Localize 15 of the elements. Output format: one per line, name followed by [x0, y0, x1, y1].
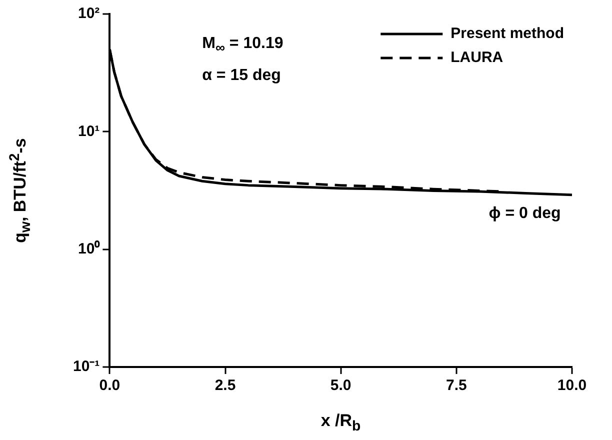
x-tick-label: 2.5	[214, 377, 236, 394]
x-tick-label: 5.0	[330, 377, 352, 394]
x-tick-label: 7.5	[446, 377, 467, 394]
annotation: ϕ = 0 deg	[488, 204, 561, 223]
y-tick-label: 10²	[78, 5, 100, 22]
annotation: M$_{∞}$ = 10.19	[202, 35, 284, 56]
x-tick-label: 10.0	[557, 377, 587, 394]
x-tick-label: 0.0	[99, 377, 120, 394]
y-tick-label: 10⁰	[78, 239, 101, 258]
y-tick-label: 10⁻¹	[72, 358, 100, 376]
legend-label: LAURA	[450, 49, 504, 66]
annotation: α = 15 deg	[202, 66, 281, 85]
x-axis-title: x /R$_{b}$	[320, 411, 361, 434]
legend-label: Present method	[450, 25, 564, 42]
y-tick-label: 10¹	[78, 122, 100, 140]
